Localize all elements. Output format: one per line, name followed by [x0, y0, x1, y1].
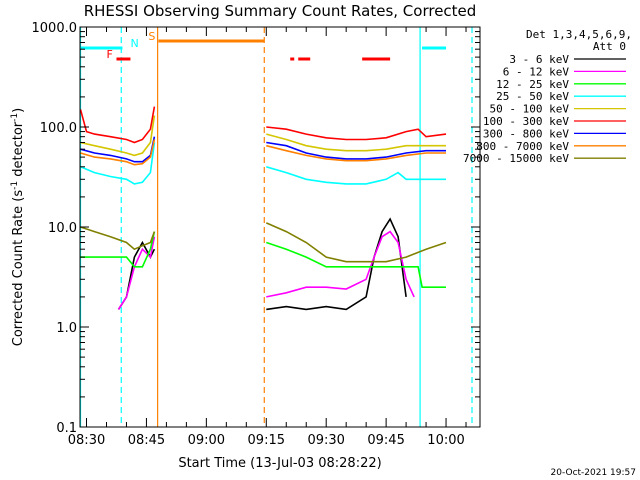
series-7-line-0 [80, 139, 156, 166]
x-tick-label-3: 09:15 [248, 433, 285, 448]
series-5-line-0 [79, 106, 156, 144]
plot-area: NS F [79, 27, 473, 427]
series-4-line-1 [266, 133, 446, 152]
legend-header-attenuator: Att 0 [593, 40, 626, 53]
series-8-line-1 [265, 222, 447, 263]
series-0-line-1 [266, 217, 407, 311]
legend-label-1: 6 - 12 keV [503, 65, 570, 78]
y-tick-label-3: 100.0 [40, 121, 77, 136]
legend-label-5: 100 - 300 keV [483, 115, 569, 128]
series-6-line-1 [266, 141, 446, 160]
y-tick-label-0: 0.1 [56, 421, 77, 436]
legend-label-0: 3 - 6 keV [509, 53, 569, 66]
y-tick-label-1: 1.0 [56, 321, 77, 336]
axis-ticks: 0.1 1.0 10.0 100.0 1000.0 08:30 08:45 09:00 09:1… [32, 21, 480, 448]
legend-label-3: 25 - 50 keV [496, 90, 569, 103]
series-1-line-0 [117, 236, 156, 310]
series-3-line-1 [266, 166, 446, 185]
series-2-line-1 [266, 241, 446, 289]
flag-label-S: S [148, 30, 155, 43]
y-axis-label: Corrected Count Rate (s-1 detector-1) [10, 108, 26, 346]
series-4-line-0 [80, 115, 156, 157]
legend-header-detectors: Det 1,3,4,5,6,9, [526, 28, 632, 41]
series-6-line-0 [80, 136, 156, 163]
series-2-line-0 [80, 231, 156, 268]
series-8-line-0 [80, 226, 156, 251]
generation-timestamp: 20-Oct-2021 19:57 [551, 468, 636, 478]
chart-title: RHESSI Observing Summary Count Rates, Co… [84, 2, 477, 20]
x-tick-label-4: 09:30 [307, 433, 344, 448]
series-5-line-1 [266, 126, 447, 141]
y-tick-label-2: 10.0 [48, 221, 77, 236]
x-tick-label-5: 09:45 [367, 433, 404, 448]
x-tick-label-1: 08:45 [128, 433, 165, 448]
x-tick-label-2: 09:00 [188, 433, 225, 448]
legend-label-2: 12 - 25 keV [496, 78, 569, 91]
series-3-line-0 [80, 142, 156, 185]
series-7-line-1 [266, 144, 446, 162]
legend-label-6: 300 - 800 keV [483, 127, 569, 140]
y-tick-label-4: 1000.0 [32, 21, 78, 36]
flag-label-F: F [106, 48, 112, 61]
legend-label-8: 7000 - 15000 keV [463, 152, 569, 165]
flag-label-N: N [130, 37, 138, 50]
x-tick-label-0: 08:30 [68, 433, 105, 448]
x-axis-label: Start Time (13-Jul-03 08:28:22) [178, 456, 381, 471]
legend-label-7: 800 - 7000 keV [476, 140, 569, 153]
legend-label-4: 50 - 100 keV [490, 103, 570, 116]
series-1-line-1 [266, 230, 415, 298]
x-tick-label-6: 10:00 [427, 433, 464, 448]
